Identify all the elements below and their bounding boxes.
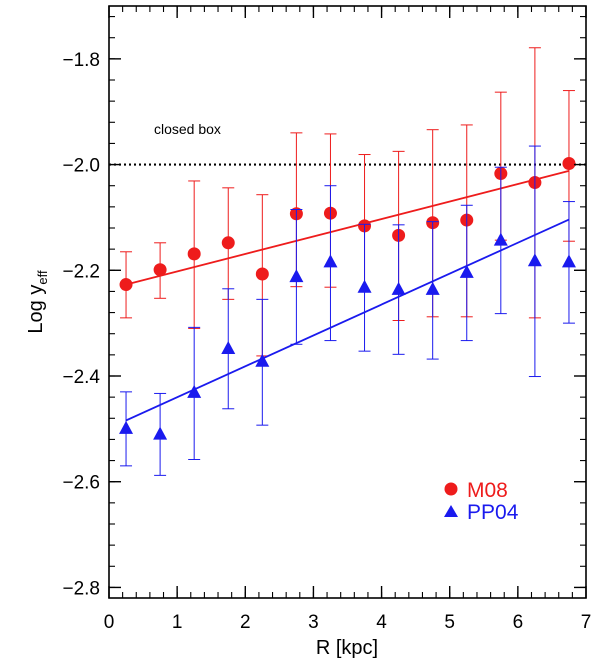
pp04-fit-line <box>125 218 570 422</box>
y-tick-label: −2.6 <box>62 473 100 494</box>
x-tick-label: 3 <box>308 612 319 633</box>
pp04-point <box>493 232 508 246</box>
y-axis-title: Log yeff <box>25 270 50 334</box>
x-tick-label: 0 <box>104 612 115 633</box>
legend-label-m08: M08 <box>467 479 508 502</box>
y-tick-label: −1.8 <box>62 50 100 71</box>
pp04-point <box>323 254 338 268</box>
pp04-point <box>119 420 134 434</box>
y-axis-title-sub: eff <box>35 270 50 285</box>
x-tick-label: 7 <box>581 612 592 633</box>
pp04-point <box>153 426 168 440</box>
y-axis-title-main: Log y <box>25 285 47 334</box>
pp04-point <box>391 281 406 295</box>
m08-point <box>119 278 133 292</box>
x-axis-title: R [kpc] <box>316 637 378 659</box>
closed-box-label: closed box <box>154 121 221 137</box>
pp04-point <box>289 269 304 283</box>
x-tick-label: 6 <box>513 612 524 633</box>
pp04-point <box>187 384 202 398</box>
legend: M08 PP04 <box>444 479 519 524</box>
x-tick-label: 5 <box>444 612 455 633</box>
pp04-point <box>425 281 440 295</box>
pp04-point <box>255 353 270 367</box>
y-tick-label: −2.4 <box>62 367 100 388</box>
legend-label-pp04: PP04 <box>467 501 519 524</box>
m08-point <box>255 267 269 281</box>
m08-point <box>221 236 235 250</box>
y-tick-label: −2.8 <box>62 578 100 599</box>
legend-marker-m08 <box>444 482 458 496</box>
m08-fit-line <box>125 170 570 286</box>
pp04-point <box>221 341 236 355</box>
m08-point <box>187 247 201 261</box>
x-tick-label: 4 <box>376 612 387 633</box>
plot-layer <box>109 47 586 476</box>
x-tick-label: 1 <box>172 612 183 633</box>
m08-point <box>153 263 167 277</box>
x-tick-label: 2 <box>240 612 251 633</box>
m08-point <box>562 157 576 171</box>
axes-layer: 0 1 2 3 4 5 6 7 −2.8 −2.6 −2.4 −2.2 −2.0 −1.8 <box>62 6 591 633</box>
y-tick-label: −2.0 <box>62 156 100 177</box>
pp04-point <box>527 253 542 267</box>
y-tick-label: −2.2 <box>62 261 100 282</box>
pp04-point <box>357 279 372 293</box>
pp04-point <box>561 254 576 268</box>
plot-frame <box>108 5 587 599</box>
pp04-point <box>459 264 474 278</box>
legend-marker-pp04 <box>444 505 458 517</box>
